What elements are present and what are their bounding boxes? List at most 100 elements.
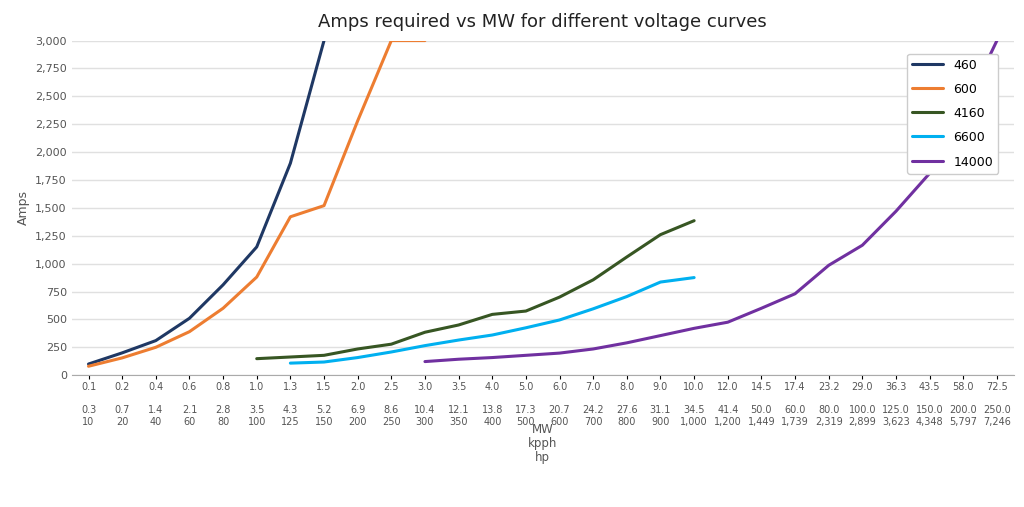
Text: 2.8: 2.8 <box>215 405 230 415</box>
Text: 50.0: 50.0 <box>751 405 772 415</box>
4160 <box>520 308 532 314</box>
Line: 14000: 14000 <box>425 41 997 361</box>
Text: 60.0: 60.0 <box>784 405 806 415</box>
600 <box>419 38 431 44</box>
Text: 250: 250 <box>382 417 400 427</box>
6600 <box>385 349 397 355</box>
4160 <box>419 329 431 335</box>
600 <box>285 214 297 220</box>
460 <box>317 38 330 44</box>
Text: 4.3: 4.3 <box>283 405 298 415</box>
Text: 600: 600 <box>550 417 568 427</box>
Text: 2.1: 2.1 <box>181 405 198 415</box>
4160 <box>385 341 397 347</box>
14000 <box>890 208 902 214</box>
4160 <box>654 232 667 238</box>
Text: 12.1: 12.1 <box>447 405 469 415</box>
Text: 8.6: 8.6 <box>384 405 399 415</box>
Text: 700: 700 <box>584 417 602 427</box>
6600 <box>317 359 330 365</box>
6600 <box>486 332 499 338</box>
Line: 4160: 4160 <box>257 221 694 358</box>
6600 <box>351 354 364 360</box>
6600 <box>654 279 667 285</box>
Text: 150: 150 <box>314 417 333 427</box>
460 <box>116 350 128 356</box>
Text: 4,348: 4,348 <box>915 417 943 427</box>
Text: 500: 500 <box>517 417 536 427</box>
6600 <box>285 360 297 366</box>
Text: 125.0: 125.0 <box>882 405 910 415</box>
Text: MW: MW <box>531 423 554 437</box>
Text: 1,200: 1,200 <box>714 417 741 427</box>
460 <box>251 244 263 250</box>
Text: 24.2: 24.2 <box>583 405 604 415</box>
14000 <box>688 325 700 332</box>
Text: 300: 300 <box>416 417 434 427</box>
14000 <box>957 108 970 114</box>
Text: 1,000: 1,000 <box>680 417 708 427</box>
14000 <box>419 358 431 365</box>
Text: 200.0: 200.0 <box>949 405 977 415</box>
Text: 100: 100 <box>248 417 266 427</box>
Text: 10: 10 <box>82 417 94 427</box>
14000 <box>822 262 835 268</box>
600 <box>251 274 263 280</box>
Text: kpph: kpph <box>528 437 557 450</box>
4160 <box>621 254 633 260</box>
460 <box>82 361 94 367</box>
14000 <box>924 170 936 176</box>
14000 <box>587 346 599 352</box>
14000 <box>654 333 667 339</box>
Text: 900: 900 <box>651 417 670 427</box>
4160 <box>453 322 465 328</box>
460 <box>285 160 297 166</box>
14000 <box>453 356 465 363</box>
600 <box>183 329 196 335</box>
Text: hp: hp <box>536 451 550 464</box>
Text: 10.4: 10.4 <box>415 405 435 415</box>
6600 <box>419 343 431 349</box>
4160 <box>251 355 263 361</box>
14000 <box>553 350 565 356</box>
6600 <box>587 306 599 312</box>
14000 <box>722 319 734 325</box>
Text: 17.3: 17.3 <box>515 405 537 415</box>
Text: 150.0: 150.0 <box>915 405 943 415</box>
Line: 600: 600 <box>88 41 425 366</box>
4160 <box>688 218 700 224</box>
600 <box>116 355 128 361</box>
14000 <box>991 38 1004 44</box>
Text: 125: 125 <box>281 417 300 427</box>
Text: 0.7: 0.7 <box>115 405 130 415</box>
Text: 200: 200 <box>348 417 367 427</box>
Text: 100.0: 100.0 <box>849 405 877 415</box>
Text: 34.5: 34.5 <box>683 405 705 415</box>
Text: 0.3: 0.3 <box>81 405 96 415</box>
4160 <box>317 352 330 358</box>
Text: 5.2: 5.2 <box>316 405 332 415</box>
Text: 2,899: 2,899 <box>849 417 877 427</box>
Text: 60: 60 <box>183 417 196 427</box>
Text: 250.0: 250.0 <box>983 405 1011 415</box>
14000 <box>756 305 768 311</box>
460 <box>183 315 196 321</box>
Text: 1,739: 1,739 <box>781 417 809 427</box>
6600 <box>621 294 633 300</box>
Text: 40: 40 <box>150 417 162 427</box>
Text: 3,623: 3,623 <box>882 417 910 427</box>
14000 <box>788 291 801 297</box>
460 <box>217 282 229 288</box>
600 <box>351 118 364 124</box>
4160 <box>285 354 297 360</box>
14000 <box>520 352 532 358</box>
4160 <box>587 277 599 283</box>
Text: 3.5: 3.5 <box>249 405 264 415</box>
460 <box>150 338 162 344</box>
Legend: 460, 600, 4160, 6600, 14000: 460, 600, 4160, 6600, 14000 <box>907 54 998 173</box>
600 <box>385 38 397 44</box>
6600 <box>453 337 465 343</box>
Text: 800: 800 <box>617 417 636 427</box>
600 <box>217 305 229 311</box>
Title: Amps required vs MW for different voltage curves: Amps required vs MW for different voltag… <box>318 13 767 30</box>
